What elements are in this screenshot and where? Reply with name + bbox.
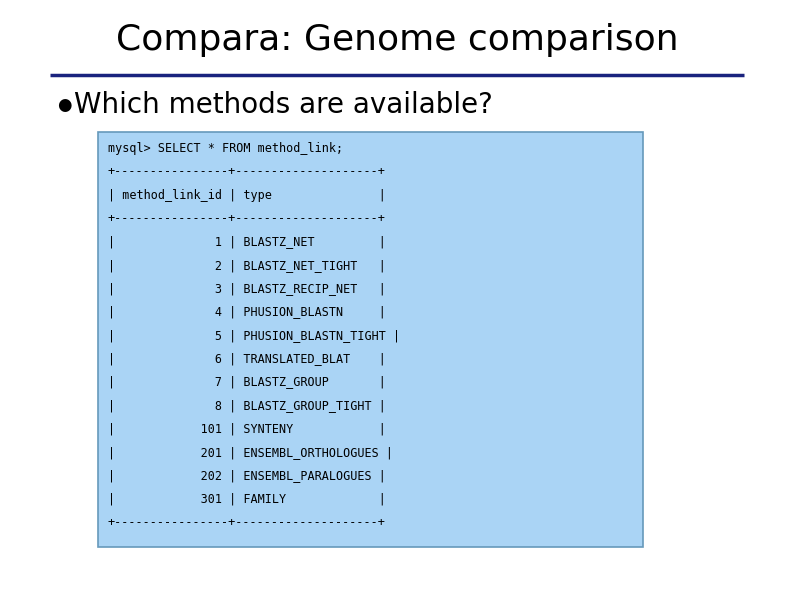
Text: |              5 | PHUSION_BLASTN_TIGHT |: | 5 | PHUSION_BLASTN_TIGHT | [108, 329, 400, 342]
Text: +----------------+--------------------+: +----------------+--------------------+ [108, 165, 386, 178]
Text: |            301 | FAMILY             |: | 301 | FAMILY | [108, 492, 386, 505]
Text: +----------------+--------------------+: +----------------+--------------------+ [108, 516, 386, 528]
Text: +----------------+--------------------+: +----------------+--------------------+ [108, 212, 386, 225]
Text: |            202 | ENSEMBL_PARALOGUES |: | 202 | ENSEMBL_PARALOGUES | [108, 469, 386, 482]
Text: ●: ● [57, 96, 71, 114]
Text: |              7 | BLASTZ_GROUP       |: | 7 | BLASTZ_GROUP | [108, 375, 386, 389]
Text: mysql> SELECT * FROM method_link;: mysql> SELECT * FROM method_link; [108, 142, 343, 155]
Text: |            201 | ENSEMBL_ORTHOLOGUES |: | 201 | ENSEMBL_ORTHOLOGUES | [108, 446, 393, 459]
Text: Compara: Genome comparison: Compara: Genome comparison [116, 23, 678, 57]
Text: |              6 | TRANSLATED_BLAT    |: | 6 | TRANSLATED_BLAT | [108, 352, 386, 365]
Text: |              3 | BLASTZ_RECIP_NET   |: | 3 | BLASTZ_RECIP_NET | [108, 282, 386, 295]
Text: |            101 | SYNTENY            |: | 101 | SYNTENY | [108, 422, 386, 435]
Text: |              1 | BLASTZ_NET         |: | 1 | BLASTZ_NET | [108, 236, 386, 248]
Text: |              4 | PHUSION_BLASTN     |: | 4 | PHUSION_BLASTN | [108, 305, 386, 318]
Text: |              2 | BLASTZ_NET_TIGHT   |: | 2 | BLASTZ_NET_TIGHT | [108, 259, 386, 272]
Text: Which methods are available?: Which methods are available? [74, 91, 493, 119]
Text: |              8 | BLASTZ_GROUP_TIGHT |: | 8 | BLASTZ_GROUP_TIGHT | [108, 399, 386, 412]
FancyBboxPatch shape [98, 132, 643, 547]
Text: | method_link_id | type               |: | method_link_id | type | [108, 189, 386, 202]
